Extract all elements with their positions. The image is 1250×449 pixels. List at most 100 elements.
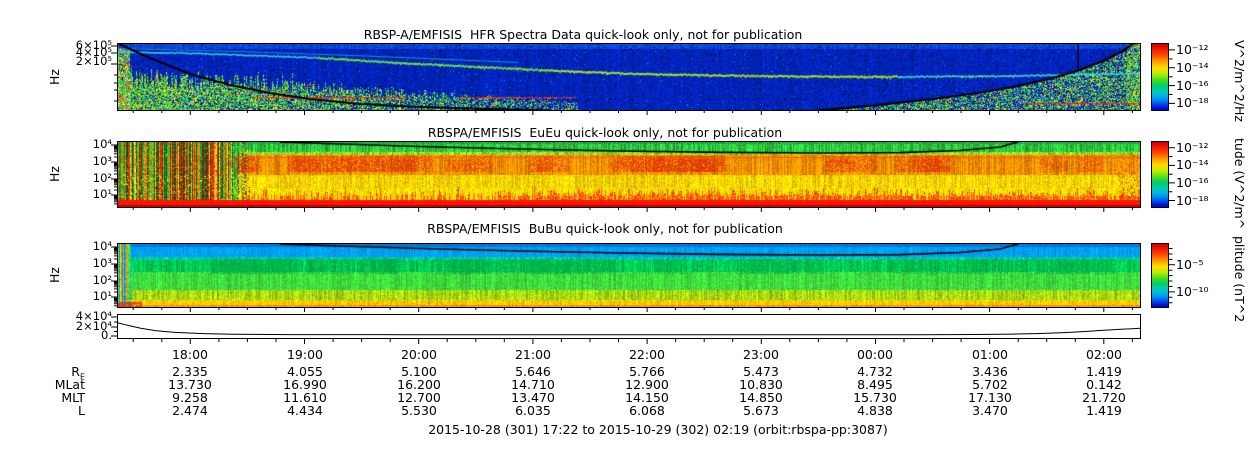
ephemeris-value-L-5: 5.673 xyxy=(743,403,779,418)
ephemeris-value-R-8: 1.419 xyxy=(1086,364,1122,379)
ephemeris-value-MLT-3: 13.470 xyxy=(511,390,555,405)
hfr-ytick-0: 6×10⁵ xyxy=(75,38,112,52)
xtick-label-3: 21:00 xyxy=(514,347,552,362)
ephemeris-value-R-2: 5.100 xyxy=(401,364,437,379)
tick-marks xyxy=(111,45,1175,344)
hfr-cbtick-1: 10⁻¹⁴ xyxy=(1176,59,1209,75)
xtick-label-6: 00:00 xyxy=(856,347,894,362)
hfr-colorbar-unit-label: V^2/m^2/Hz xyxy=(1232,40,1247,122)
bubu-ytick-1: 10³ xyxy=(92,256,112,270)
hfr-y-axis-label: Hz xyxy=(47,69,62,85)
eueu-panel-title: RBSPA/EMFISIS EuEu quick-look only, not … xyxy=(427,125,783,140)
ephemeris-row-label-sub: E xyxy=(79,372,85,382)
lineplot-ytick-1: 2×10⁴ xyxy=(75,318,112,333)
ephemeris-value-MLat-6: 8.495 xyxy=(857,377,893,392)
ephemeris-row-label-L: L xyxy=(78,403,85,418)
lineplot-ytick-2: 0. xyxy=(101,327,112,342)
hfr-colorbar-canvas xyxy=(1152,44,1168,110)
ephemeris-value-R-7: 3.436 xyxy=(972,364,1008,379)
xtick-label-2: 20:00 xyxy=(400,347,438,362)
xtick-label-5: 23:00 xyxy=(742,347,780,362)
ephemeris-value-MLT-2: 12.700 xyxy=(397,390,441,405)
ephemeris-value-MLat-8: 0.142 xyxy=(1086,377,1122,392)
time-range-footer: 2015-10-28 (301) 17:22 to 2015-10-29 (30… xyxy=(428,422,888,437)
eueu-cbtick-0: 10⁻¹² xyxy=(1176,139,1209,155)
bubu-ytick-2: 10² xyxy=(92,273,112,287)
xtick-label-7: 01:00 xyxy=(971,347,1009,362)
ephemeris-value-MLat-7: 5.702 xyxy=(972,377,1008,392)
ephemeris-value-MLat-3: 14.710 xyxy=(511,377,555,392)
xtick-label-8: 02:00 xyxy=(1085,347,1123,362)
ephemeris-value-R-6: 4.732 xyxy=(857,364,893,379)
ephemeris-value-MLT-0: 9.258 xyxy=(172,390,208,405)
bubu-cbtick-0: 10⁻⁵ xyxy=(1176,256,1204,272)
line-plot xyxy=(118,322,1140,336)
eueu-colorbar-unit-label: tude (V^2/m^ xyxy=(1232,138,1247,230)
hfr-cbtick-3: 10⁻¹⁸ xyxy=(1176,95,1209,111)
ephemeris-value-R-1: 4.055 xyxy=(287,364,323,379)
ephemeris-value-MLT-8: 21.720 xyxy=(1082,390,1126,405)
ephemeris-value-L-3: 6.035 xyxy=(515,403,551,418)
hfr-colorbar xyxy=(1151,43,1169,111)
eueu-colorbar xyxy=(1151,141,1169,208)
xtick-label-1: 19:00 xyxy=(286,347,324,362)
eueu-cbtick-2: 10⁻¹⁶ xyxy=(1176,174,1209,190)
ephemeris-row-label-MLat: MLat xyxy=(54,377,85,392)
eueu-cbtick-3: 10⁻¹⁸ xyxy=(1176,192,1209,208)
eueu-ytick-0: 10⁴ xyxy=(92,137,112,151)
bubu-spectrogram-canvas xyxy=(118,244,1140,307)
eueu-ytick-1: 10³ xyxy=(92,154,112,168)
eueu-ytick-3: 10¹ xyxy=(92,187,112,201)
ephemeris-row-label-R: RE xyxy=(71,364,85,382)
ephemeris-value-MLT-7: 17.130 xyxy=(968,390,1012,405)
line-trace xyxy=(118,322,1140,336)
ephemeris-value-R-4: 5.766 xyxy=(629,364,665,379)
hfr-spectrogram-canvas xyxy=(118,44,1140,110)
eueu-spectrogram-canvas xyxy=(118,142,1140,207)
ephemeris-value-MLT-1: 11.610 xyxy=(283,390,327,405)
ephemeris-value-R-5: 5.473 xyxy=(743,364,779,379)
ephemeris-value-MLat-4: 12.900 xyxy=(625,377,669,392)
bubu-panel-title: RBSPA/EMFISIS BuBu quick-look only, not … xyxy=(427,221,783,236)
eueu-cbtick-1: 10⁻¹⁴ xyxy=(1176,157,1209,173)
ephemeris-value-L-7: 3.470 xyxy=(972,403,1008,418)
eueu-colorbar-canvas xyxy=(1152,142,1168,207)
ephemeris-value-L-4: 6.068 xyxy=(629,403,665,418)
ephemeris-value-MLT-4: 14.150 xyxy=(625,390,669,405)
bubu-cbtick-1: 10⁻¹⁰ xyxy=(1176,283,1209,299)
hfr-panel-title: RBSP-A/EMFISIS HFR Spectra Data quick-lo… xyxy=(363,27,803,42)
hfr-cbtick-0: 10⁻¹² xyxy=(1176,41,1209,57)
line-plot-panel xyxy=(117,314,1141,339)
hfr-ytick-2: 2×10⁵ xyxy=(75,54,112,68)
ephemeris-value-MLat-1: 16.990 xyxy=(283,377,327,392)
hfr-spectrogram-panel xyxy=(117,43,1141,111)
hfr-ytick-1: 4×10⁵ xyxy=(75,45,112,59)
xtick-label-4: 22:00 xyxy=(628,347,666,362)
ephemeris-value-MLat-2: 16.200 xyxy=(397,377,441,392)
ephemeris-value-L-6: 4.838 xyxy=(857,403,893,418)
ephemeris-row-label-MLT: MLT xyxy=(61,390,85,405)
ephemeris-value-L-1: 4.434 xyxy=(287,403,323,418)
eueu-spectrogram-panel xyxy=(117,141,1141,208)
ephemeris-value-L-8: 1.419 xyxy=(1086,403,1122,418)
ephemeris-value-L-2: 5.530 xyxy=(401,403,437,418)
ephemeris-value-MLT-6: 15.730 xyxy=(853,390,897,405)
bubu-colorbar xyxy=(1151,243,1169,308)
hfr-cbtick-2: 10⁻¹⁶ xyxy=(1176,77,1209,93)
ephemeris-value-MLat-5: 10.830 xyxy=(739,377,783,392)
eueu-ytick-2: 10² xyxy=(92,171,112,185)
xtick-label-0: 18:00 xyxy=(171,347,209,362)
ephemeris-value-MLat-0: 13.730 xyxy=(168,377,212,392)
bubu-ytick-3: 10¹ xyxy=(92,289,112,303)
ephemeris-value-R-0: 2.335 xyxy=(172,364,208,379)
ephemeris-value-MLT-5: 14.850 xyxy=(739,390,783,405)
ephemeris-value-R-3: 5.646 xyxy=(515,364,551,379)
bubu-colorbar-unit-label: plitude (nT^2 xyxy=(1232,236,1247,323)
bubu-spectrogram-panel xyxy=(117,243,1141,308)
ephemeris-value-L-0: 2.474 xyxy=(172,403,208,418)
bubu-colorbar-canvas xyxy=(1152,244,1168,307)
lineplot-ytick-0: 4×10⁴ xyxy=(75,309,112,323)
bubu-ytick-0: 10⁴ xyxy=(92,239,112,253)
